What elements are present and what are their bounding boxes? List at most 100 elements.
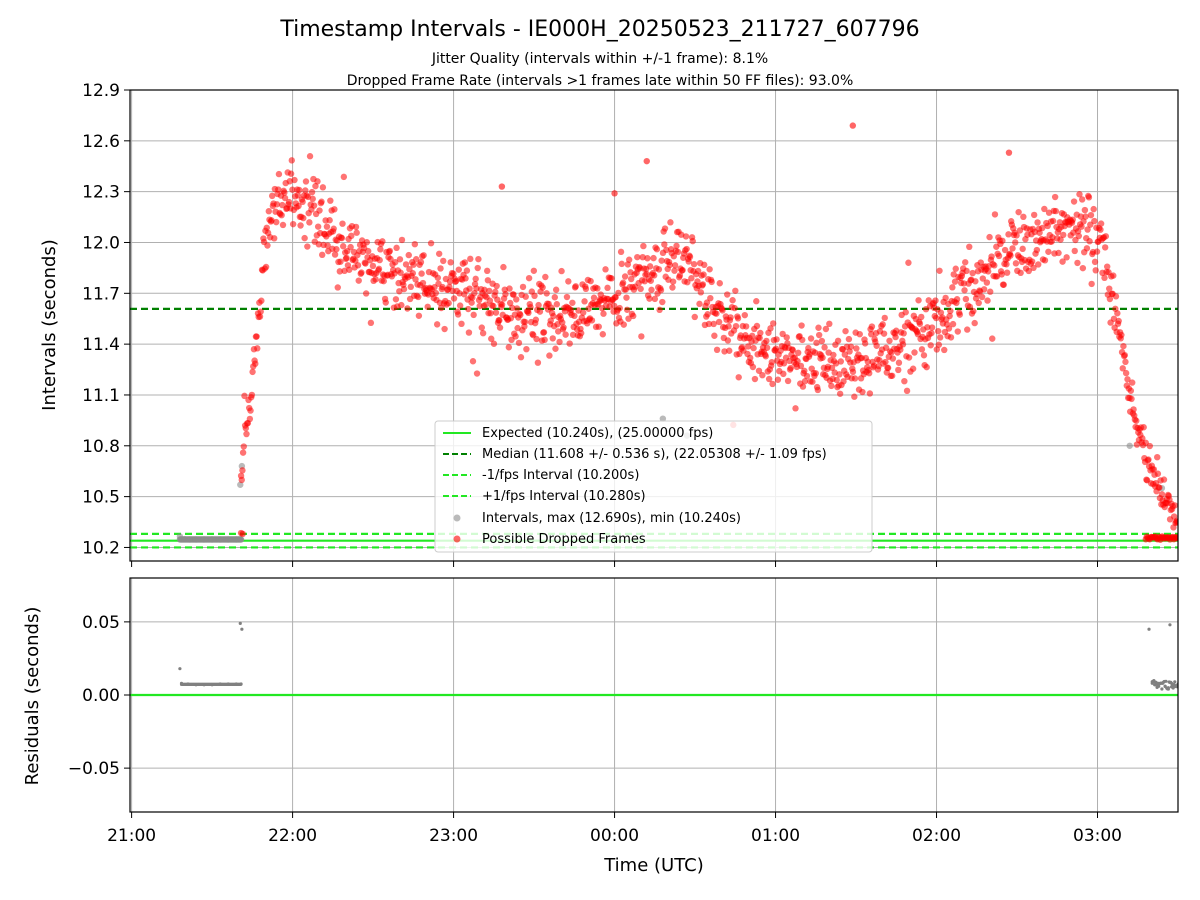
intervals-y-tick-label: 11.4 xyxy=(82,335,120,355)
dropped-frame-point xyxy=(721,348,728,355)
dropped-frame-point xyxy=(916,320,924,327)
dropped-frame-point xyxy=(521,318,529,326)
residual-point xyxy=(179,681,184,685)
dropped-frame-point xyxy=(769,320,777,327)
dropped-frame-point xyxy=(989,335,996,342)
subtitle-jitter-quality: Jitter Quality (intervals within +/-1 fr… xyxy=(431,51,768,67)
dropped-frame-point xyxy=(813,339,820,347)
dropped-frame-point xyxy=(789,346,796,354)
dropped-frame-point xyxy=(825,349,832,356)
residual-point xyxy=(238,621,242,625)
dropped-frame-point xyxy=(650,272,658,279)
dropped-frame-point xyxy=(369,262,377,270)
dropped-frame-point xyxy=(247,407,254,414)
dropped-frame-point xyxy=(657,286,665,294)
dropped-frame-point xyxy=(1115,317,1122,325)
dropped-frame-point xyxy=(1036,229,1043,236)
dropped-frame-point xyxy=(638,333,645,340)
dropped-frame-point xyxy=(239,530,246,538)
dropped-frame-point xyxy=(446,278,454,285)
dropped-frame-point xyxy=(713,310,720,317)
interval-point xyxy=(176,533,184,540)
dropped-frame-point xyxy=(1154,470,1162,477)
dropped-frame-point xyxy=(563,293,571,301)
dropped-frame-point xyxy=(1012,260,1020,267)
dropped-frame-point xyxy=(840,378,847,385)
dropped-frame-point xyxy=(818,337,826,345)
dropped-frame-point xyxy=(704,311,711,318)
dropped-frame-point xyxy=(828,364,836,372)
dropped-frame-point xyxy=(676,272,684,279)
dropped-frame-point xyxy=(531,292,538,300)
dropped-frame-point xyxy=(450,270,457,277)
dropped-frame-point xyxy=(924,324,931,331)
dropped-frame-point xyxy=(419,279,427,287)
dropped-frame-point xyxy=(661,241,668,248)
dropped-frame-point xyxy=(792,405,799,412)
dropped-frame-point xyxy=(1063,254,1070,261)
dropped-frame-point xyxy=(465,329,473,336)
x-tick-label: 22:00 xyxy=(268,826,317,846)
dropped-frame-point xyxy=(417,258,425,266)
dropped-frame-point xyxy=(744,343,752,350)
dropped-frame-point xyxy=(437,265,444,272)
dropped-frame-point xyxy=(590,294,598,301)
dropped-frame-point xyxy=(1074,259,1081,267)
dropped-frame-point xyxy=(1082,213,1089,220)
dropped-frame-point xyxy=(1083,245,1091,252)
dropped-frame-point xyxy=(435,250,443,257)
dropped-frame-point xyxy=(900,330,907,337)
dropped-frame-point xyxy=(275,186,282,193)
legend-box xyxy=(434,420,873,553)
dropped-frame-point xyxy=(658,257,665,264)
dropped-frame-point xyxy=(380,277,387,285)
dropped-frame-point xyxy=(475,255,482,263)
dropped-frame-point xyxy=(482,301,490,308)
dropped-frame-point xyxy=(271,235,278,242)
dropped-frame-point xyxy=(691,313,698,321)
intervals-axes-frame xyxy=(129,89,1179,562)
dropped-frame-point xyxy=(415,293,422,301)
dropped-frame-point xyxy=(753,322,761,330)
dropped-frame-point xyxy=(674,248,682,256)
dropped-frame-point xyxy=(962,295,970,303)
dropped-frame-point xyxy=(263,224,270,231)
dropped-frame-point xyxy=(1128,395,1135,403)
dropped-frame-point xyxy=(618,260,625,268)
dropped-frame-point xyxy=(488,335,495,342)
dropped-frame-point xyxy=(833,376,840,384)
dropped-frame-point xyxy=(239,467,246,474)
dropped-frame-point xyxy=(415,312,423,319)
dropped-frame-point xyxy=(765,375,773,383)
dropped-frame-point xyxy=(918,313,925,321)
dropped-frame-point xyxy=(648,286,655,294)
dropped-frame-point xyxy=(949,284,956,291)
dropped-frame-point xyxy=(440,257,447,265)
interval-point xyxy=(200,536,208,543)
dropped-frame-point xyxy=(393,244,400,252)
dropped-frame-point xyxy=(327,197,334,204)
dropped-frame-point xyxy=(492,288,499,296)
dropped-frame-point xyxy=(769,380,776,388)
dropped-frame-point xyxy=(527,303,534,311)
dropped-frame-point xyxy=(925,297,932,304)
residuals-panel: −0.05 0.00 0.05 21:00 22:00 23:00 00:00 01:00 0… xyxy=(22,577,1179,876)
dropped-frame-point xyxy=(606,303,613,310)
dropped-frame-point xyxy=(1121,351,1128,359)
dropped-frame-point xyxy=(553,301,561,308)
legend-intervals-label: Intervals, max (12.690s), min (10.240s) xyxy=(482,511,741,526)
dropped-frame-point xyxy=(264,242,271,249)
interval-point xyxy=(186,536,193,543)
dropped-frame-point xyxy=(868,323,876,330)
dropped-frame-point xyxy=(273,201,281,208)
dropped-frame-point xyxy=(1084,226,1091,233)
dropped-frame-point xyxy=(701,261,708,269)
subtitle-dropped-frame-rate: Dropped Frame Rate (intervals >1 frames … xyxy=(347,73,854,89)
residuals-y-tick-label: 0.00 xyxy=(82,686,120,706)
dropped-frame-point xyxy=(410,261,417,268)
dropped-frame-point xyxy=(768,358,776,366)
dropped-frame-point xyxy=(711,332,718,339)
dropped-frame-point xyxy=(319,251,326,259)
dropped-frame-point xyxy=(376,256,383,264)
dropped-frame-point xyxy=(1127,387,1135,394)
